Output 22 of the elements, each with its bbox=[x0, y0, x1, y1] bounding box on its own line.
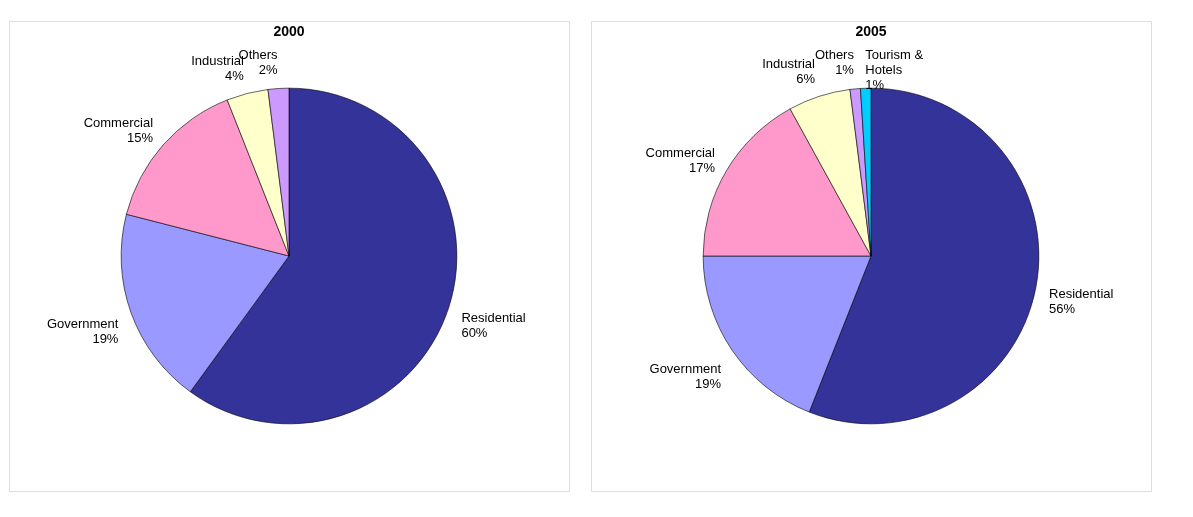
chart-title: 2005 bbox=[855, 23, 887, 39]
slice-label: Commercial bbox=[83, 114, 154, 130]
slice-label: Residential bbox=[461, 310, 526, 326]
data-label: 2% bbox=[258, 61, 279, 77]
data-label: 19% bbox=[92, 331, 119, 347]
chart-title: 2000 bbox=[273, 23, 305, 39]
slice-label: Residential bbox=[1049, 285, 1114, 301]
data-label: 60% bbox=[461, 325, 488, 341]
data-label: 4% bbox=[225, 67, 245, 83]
slice-label: Commercial bbox=[645, 145, 716, 161]
data-label: 15% bbox=[126, 129, 154, 145]
slice-label: Industrial bbox=[762, 56, 816, 72]
slice-label: Others bbox=[814, 47, 855, 63]
slice-label: Tourism & Hotels bbox=[865, 46, 924, 77]
data-label: 56% bbox=[1049, 300, 1076, 316]
data-label: 1% bbox=[835, 62, 855, 78]
data-label: 6% bbox=[796, 71, 816, 87]
data-label: 19% bbox=[695, 376, 722, 392]
data-label: 17% bbox=[688, 160, 716, 176]
slice-label: Government bbox=[649, 361, 722, 377]
slice-label: Government bbox=[46, 316, 119, 332]
data-label: 1% bbox=[865, 76, 885, 92]
